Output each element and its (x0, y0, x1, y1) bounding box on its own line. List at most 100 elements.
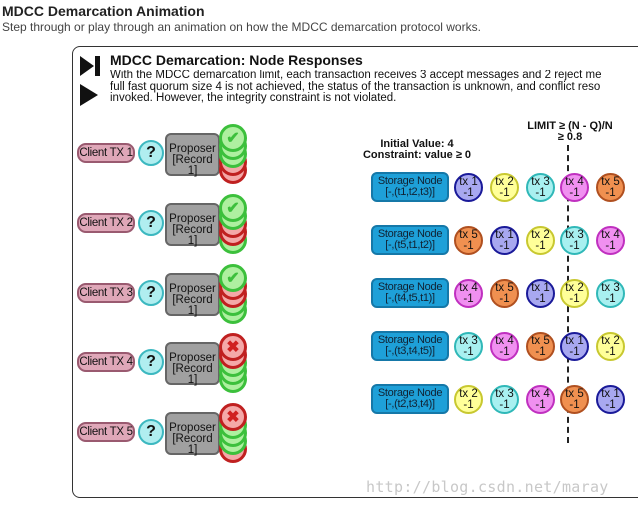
proposer-label: Proposer (169, 422, 216, 434)
description-line: invoked. However, the integrity constrai… (110, 92, 397, 104)
proposer-label: Proposer (169, 143, 216, 155)
panel-title: MDCC Demarcation: Node Responses (110, 52, 363, 68)
tx-value: -1 (463, 345, 474, 358)
client-tx-pill[interactable]: Client TX 3 (77, 283, 135, 303)
reject-vote-icon: ✖ (219, 403, 247, 431)
storage-node-order: [-,(t5,t1,t2)] (385, 239, 435, 251)
tx-value: -1 (605, 186, 616, 199)
proposer-label: Proposer (169, 213, 216, 225)
tx-value: -1 (605, 345, 616, 358)
watermark: http://blog.csdn.net/maray (366, 478, 609, 496)
tx-circle: tx 3 -1 (596, 279, 625, 308)
tx-circle: tx 5 -1 (490, 279, 519, 308)
tx-value: -1 (499, 186, 510, 199)
tx-name: tx 4 (459, 282, 478, 294)
storage-node-label: Storage Node (377, 281, 443, 293)
storage-node-order: [-,(t1,t2,t3)] (385, 186, 435, 198)
storage-node: Storage Node [-,(t3,t4,t5)] (371, 331, 449, 361)
proposer-box: Proposer [Record 1] (165, 203, 220, 247)
tx-name: tx 5 (531, 335, 550, 347)
limit-line-1: LIMIT ≥ (N - Q)/N (527, 120, 613, 132)
proposer-label: Proposer (169, 352, 216, 364)
tx-circle: tx 3 -1 (526, 173, 555, 202)
tx-circle: tx 2 -1 (454, 385, 483, 414)
storage-node-label: Storage Node (377, 387, 443, 399)
tx-value: -1 (535, 186, 546, 199)
tx-value: -1 (499, 239, 510, 252)
tx-value: -1 (605, 398, 616, 411)
step-forward-icon[interactable] (80, 56, 100, 76)
tx-circle: tx 5 -1 (596, 173, 625, 202)
play-icon[interactable] (80, 84, 100, 106)
storage-node-order: [-,(t4,t5,t1)] (385, 292, 435, 304)
tx-value: -1 (569, 186, 580, 199)
client-tx-pill[interactable]: Client TX 2 (77, 213, 135, 233)
proposer-box: Proposer [Record 1] (165, 133, 220, 177)
client-tx-pill[interactable]: Client TX 1 (77, 143, 135, 163)
tx-name: tx 1 (601, 388, 620, 400)
proposer-box: Proposer [Record 1] (165, 273, 220, 317)
tx-name: tx 1 (565, 335, 584, 347)
storage-node: Storage Node [-,(t1,t2,t3)] (371, 172, 449, 202)
status-unknown-icon: ? (138, 210, 164, 236)
tx-name: tx 5 (601, 176, 620, 188)
tx-name: tx 3 (565, 229, 584, 241)
tx-name: tx 5 (565, 388, 584, 400)
description-line: With the MDCC demarcation limit, each tr… (110, 70, 602, 81)
tx-name: tx 4 (495, 335, 514, 347)
storage-node-order: [-,(t2,t3,t4)] (385, 398, 435, 410)
proposer-record: [Record 1] (172, 224, 213, 247)
tx-circle: tx 4 -1 (596, 226, 625, 255)
status-unknown-icon: ? (138, 140, 164, 166)
tx-value: -1 (569, 345, 580, 358)
tx-circle: tx 2 -1 (560, 279, 589, 308)
tx-circle: tx 1 -1 (596, 385, 625, 414)
tx-name: tx 2 (601, 335, 620, 347)
tx-value: -1 (535, 345, 546, 358)
tx-circle: tx 2 -1 (596, 332, 625, 361)
accept-vote-icon: ✔ (219, 264, 247, 292)
tx-name: tx 4 (601, 229, 620, 241)
accept-vote-icon: ✔ (219, 124, 247, 152)
constraint: Constraint: value ≥ 0 (362, 149, 472, 161)
tx-value: -1 (569, 292, 580, 305)
proposer-record: [Record 1] (172, 154, 213, 177)
storage-node: Storage Node [-,(t5,t1,t2)] (371, 225, 449, 255)
storage-node-label: Storage Node (377, 228, 443, 240)
client-tx-pill[interactable]: Client TX 5 (77, 422, 135, 442)
storage-node-order: [-,(t3,t4,t5)] (385, 345, 435, 357)
storage-node: Storage Node [-,(t4,t5,t1)] (371, 278, 449, 308)
tx-name: tx 1 (531, 282, 550, 294)
reject-vote-icon: ✖ (219, 333, 247, 361)
status-unknown-icon: ? (138, 419, 164, 445)
initial-value: Initial Value: 4 (380, 138, 454, 150)
tx-value: -1 (569, 398, 580, 411)
tx-value: -1 (463, 186, 474, 199)
tx-circle: tx 4 -1 (454, 279, 483, 308)
tx-name: tx 2 (565, 282, 584, 294)
tx-circle: tx 3 -1 (560, 226, 589, 255)
tx-value: -1 (569, 239, 580, 252)
panel-description: With the MDCC demarcation limit, each tr… (110, 70, 638, 105)
tx-name: tx 1 (459, 176, 478, 188)
storage-node-label: Storage Node (377, 175, 443, 187)
storage-node-label: Storage Node (377, 334, 443, 346)
proposer-box: Proposer [Record 1] (165, 342, 220, 386)
tx-circle: tx 1 -1 (526, 279, 555, 308)
tx-circle: tx 5 -1 (454, 226, 483, 255)
tx-name: tx 1 (495, 229, 514, 241)
tx-circle: tx 2 -1 (490, 173, 519, 202)
tx-name: tx 3 (495, 388, 514, 400)
tx-value: -1 (499, 398, 510, 411)
tx-circle: tx 4 -1 (560, 173, 589, 202)
proposer-label: Proposer (169, 283, 216, 295)
tx-circle: tx 1 -1 (560, 332, 589, 361)
tx-circle: tx 4 -1 (490, 332, 519, 361)
tx-value: -1 (535, 239, 546, 252)
accept-vote-icon: ✔ (219, 194, 247, 222)
client-tx-pill[interactable]: Client TX 4 (77, 352, 135, 372)
status-unknown-icon: ? (138, 280, 164, 306)
tx-name: tx 5 (495, 282, 514, 294)
proposer-record: [Record 1] (172, 433, 213, 456)
tx-value: -1 (605, 239, 616, 252)
